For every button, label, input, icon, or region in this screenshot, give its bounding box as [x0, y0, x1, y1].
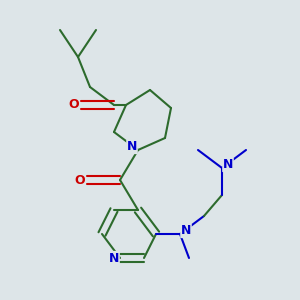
Text: O: O [74, 173, 85, 187]
Text: N: N [127, 140, 137, 154]
Text: N: N [109, 251, 119, 265]
Text: N: N [223, 158, 233, 172]
Text: O: O [68, 98, 79, 112]
Text: N: N [181, 224, 191, 238]
